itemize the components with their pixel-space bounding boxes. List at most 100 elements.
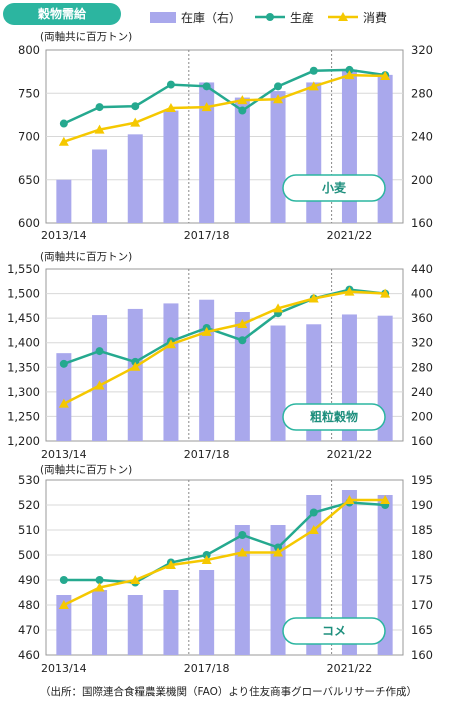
unit-label: (両軸共に百万トン) bbox=[40, 30, 132, 43]
stock-bar bbox=[56, 179, 72, 223]
rice-chart: (両軸共に百万トン) 460 470 480 490 500 510 520 530 160 165… bbox=[18, 463, 433, 675]
production-point bbox=[95, 347, 104, 356]
consumption-point bbox=[380, 70, 391, 80]
consumption-point bbox=[130, 575, 141, 584]
consumption-point bbox=[94, 380, 105, 390]
y-left-tick-label: 1,550 bbox=[7, 262, 40, 276]
y-left-tick-label: 460 bbox=[18, 648, 40, 662]
consumption-point bbox=[201, 102, 212, 112]
x-tick-label: 2021/22 bbox=[327, 448, 373, 461]
y-left-tick-label: 600 bbox=[18, 216, 40, 230]
legend-swatch-production bbox=[255, 11, 286, 23]
consumption-point bbox=[237, 547, 248, 557]
consumption-point bbox=[273, 303, 284, 313]
stock-bar bbox=[127, 595, 143, 655]
panel-label-box bbox=[282, 617, 386, 645]
stock-bar bbox=[56, 353, 72, 441]
production-point bbox=[59, 359, 68, 368]
legend-swatch-consumption bbox=[328, 11, 359, 23]
y-left-tick-label: 1,300 bbox=[7, 385, 40, 399]
consumption-line bbox=[63, 290, 386, 405]
y-left-tick-label: 1,500 bbox=[7, 287, 40, 301]
y-right-tick-label: 175 bbox=[411, 573, 433, 587]
y-left-tick-label: 470 bbox=[18, 623, 40, 637]
stock-bar bbox=[270, 325, 286, 441]
production-point bbox=[309, 508, 318, 517]
consumption-point bbox=[380, 288, 391, 298]
production-point bbox=[59, 576, 68, 584]
y-left-tick-label: 1,350 bbox=[7, 360, 40, 374]
production-line bbox=[63, 68, 386, 125]
stock-bar bbox=[341, 490, 357, 655]
consumption-point bbox=[94, 124, 105, 134]
panel-label-box bbox=[282, 174, 386, 202]
stock-bar bbox=[234, 312, 250, 441]
consumption-point bbox=[308, 525, 319, 534]
title-badge: 穀物需給 bbox=[3, 3, 121, 25]
legend-label-consumption: 消費 bbox=[363, 10, 388, 25]
production-point bbox=[202, 82, 211, 91]
y-right-tick-label: 160 bbox=[411, 648, 433, 662]
plot-frame bbox=[45, 479, 404, 656]
y-left-tick-label: 700 bbox=[18, 130, 40, 144]
y-right-tick-label: 440 bbox=[411, 262, 433, 276]
consumption-point bbox=[273, 547, 284, 557]
consumption-point bbox=[201, 555, 212, 564]
x-tick-label: 2017/18 bbox=[184, 662, 230, 675]
production-point bbox=[59, 119, 68, 128]
stock-bar bbox=[270, 91, 286, 224]
x-tick-label: 2013/14 bbox=[41, 448, 87, 461]
x-tick-label: 2017/18 bbox=[184, 229, 230, 242]
consumption-point bbox=[237, 319, 248, 329]
stock-bar bbox=[127, 134, 143, 223]
source-note: （出所：国際連合食糧農業機関（FAO）より住友商事グローバルリサーチ作成） bbox=[40, 686, 418, 698]
y-right-tick-label: 280 bbox=[411, 360, 433, 374]
consumption-point bbox=[201, 326, 212, 336]
stock-bar bbox=[92, 315, 108, 441]
y-left-tick-label: 1,450 bbox=[7, 311, 40, 325]
x-tick-label: 2021/22 bbox=[327, 662, 373, 675]
production-point bbox=[309, 66, 318, 75]
y-right-tick-label: 160 bbox=[411, 216, 433, 230]
production-point bbox=[238, 106, 247, 115]
x-tick-label: 2013/14 bbox=[41, 229, 87, 242]
consumption-line bbox=[63, 73, 386, 143]
production-point bbox=[95, 103, 104, 112]
wheat-chart: (両軸共に百万トン) 600 650 700 750 800 160 200 240 280 320… bbox=[18, 30, 433, 242]
consumption-point bbox=[58, 600, 69, 609]
legend-label-stock: 在庫（右） bbox=[181, 10, 242, 25]
production-point bbox=[95, 576, 104, 584]
consumption-point bbox=[380, 495, 391, 504]
y-right-tick-label: 160 bbox=[411, 434, 433, 448]
y-right-tick-label: 190 bbox=[411, 498, 433, 512]
stock-bar bbox=[92, 149, 108, 223]
stock-bar bbox=[163, 110, 179, 223]
y-right-tick-label: 170 bbox=[411, 598, 433, 612]
stock-bar bbox=[306, 82, 322, 223]
legend-swatch-stock bbox=[150, 11, 176, 23]
production-point bbox=[345, 65, 354, 74]
consumption-point bbox=[308, 81, 319, 91]
y-right-tick-label: 280 bbox=[411, 86, 433, 100]
panel-label: コメ bbox=[322, 624, 346, 638]
y-left-tick-label: 800 bbox=[18, 43, 40, 57]
panel-label: 小麦 bbox=[322, 180, 347, 195]
y-right-tick-label: 240 bbox=[411, 130, 433, 144]
production-point bbox=[238, 336, 247, 345]
legend: 在庫（右） 生産 消費 bbox=[150, 8, 401, 26]
production-line bbox=[63, 501, 386, 584]
unit-label: (両軸共に百万トン) bbox=[40, 250, 132, 263]
y-left-tick-label: 1,250 bbox=[7, 409, 40, 423]
y-left-tick-label: 480 bbox=[18, 598, 40, 612]
y-left-tick-label: 510 bbox=[18, 523, 40, 537]
consumption-line bbox=[63, 498, 386, 607]
y-left-tick-label: 650 bbox=[18, 173, 40, 187]
y-right-tick-label: 240 bbox=[411, 385, 433, 399]
y-left-tick-label: 1,200 bbox=[7, 434, 40, 448]
consumption-point bbox=[94, 582, 105, 592]
consumption-point bbox=[165, 560, 176, 569]
stock-bar bbox=[163, 590, 179, 655]
consumption-point bbox=[344, 286, 355, 296]
stock-bar bbox=[92, 590, 108, 655]
production-point bbox=[166, 80, 175, 89]
